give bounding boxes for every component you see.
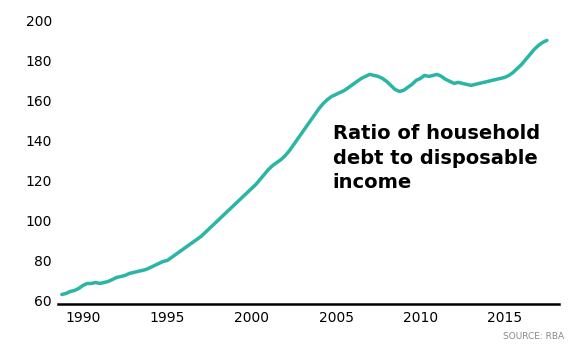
- Text: Ratio of household
debt to disposable
income: Ratio of household debt to disposable in…: [332, 125, 540, 192]
- Text: SOURCE: RBA: SOURCE: RBA: [503, 332, 564, 341]
